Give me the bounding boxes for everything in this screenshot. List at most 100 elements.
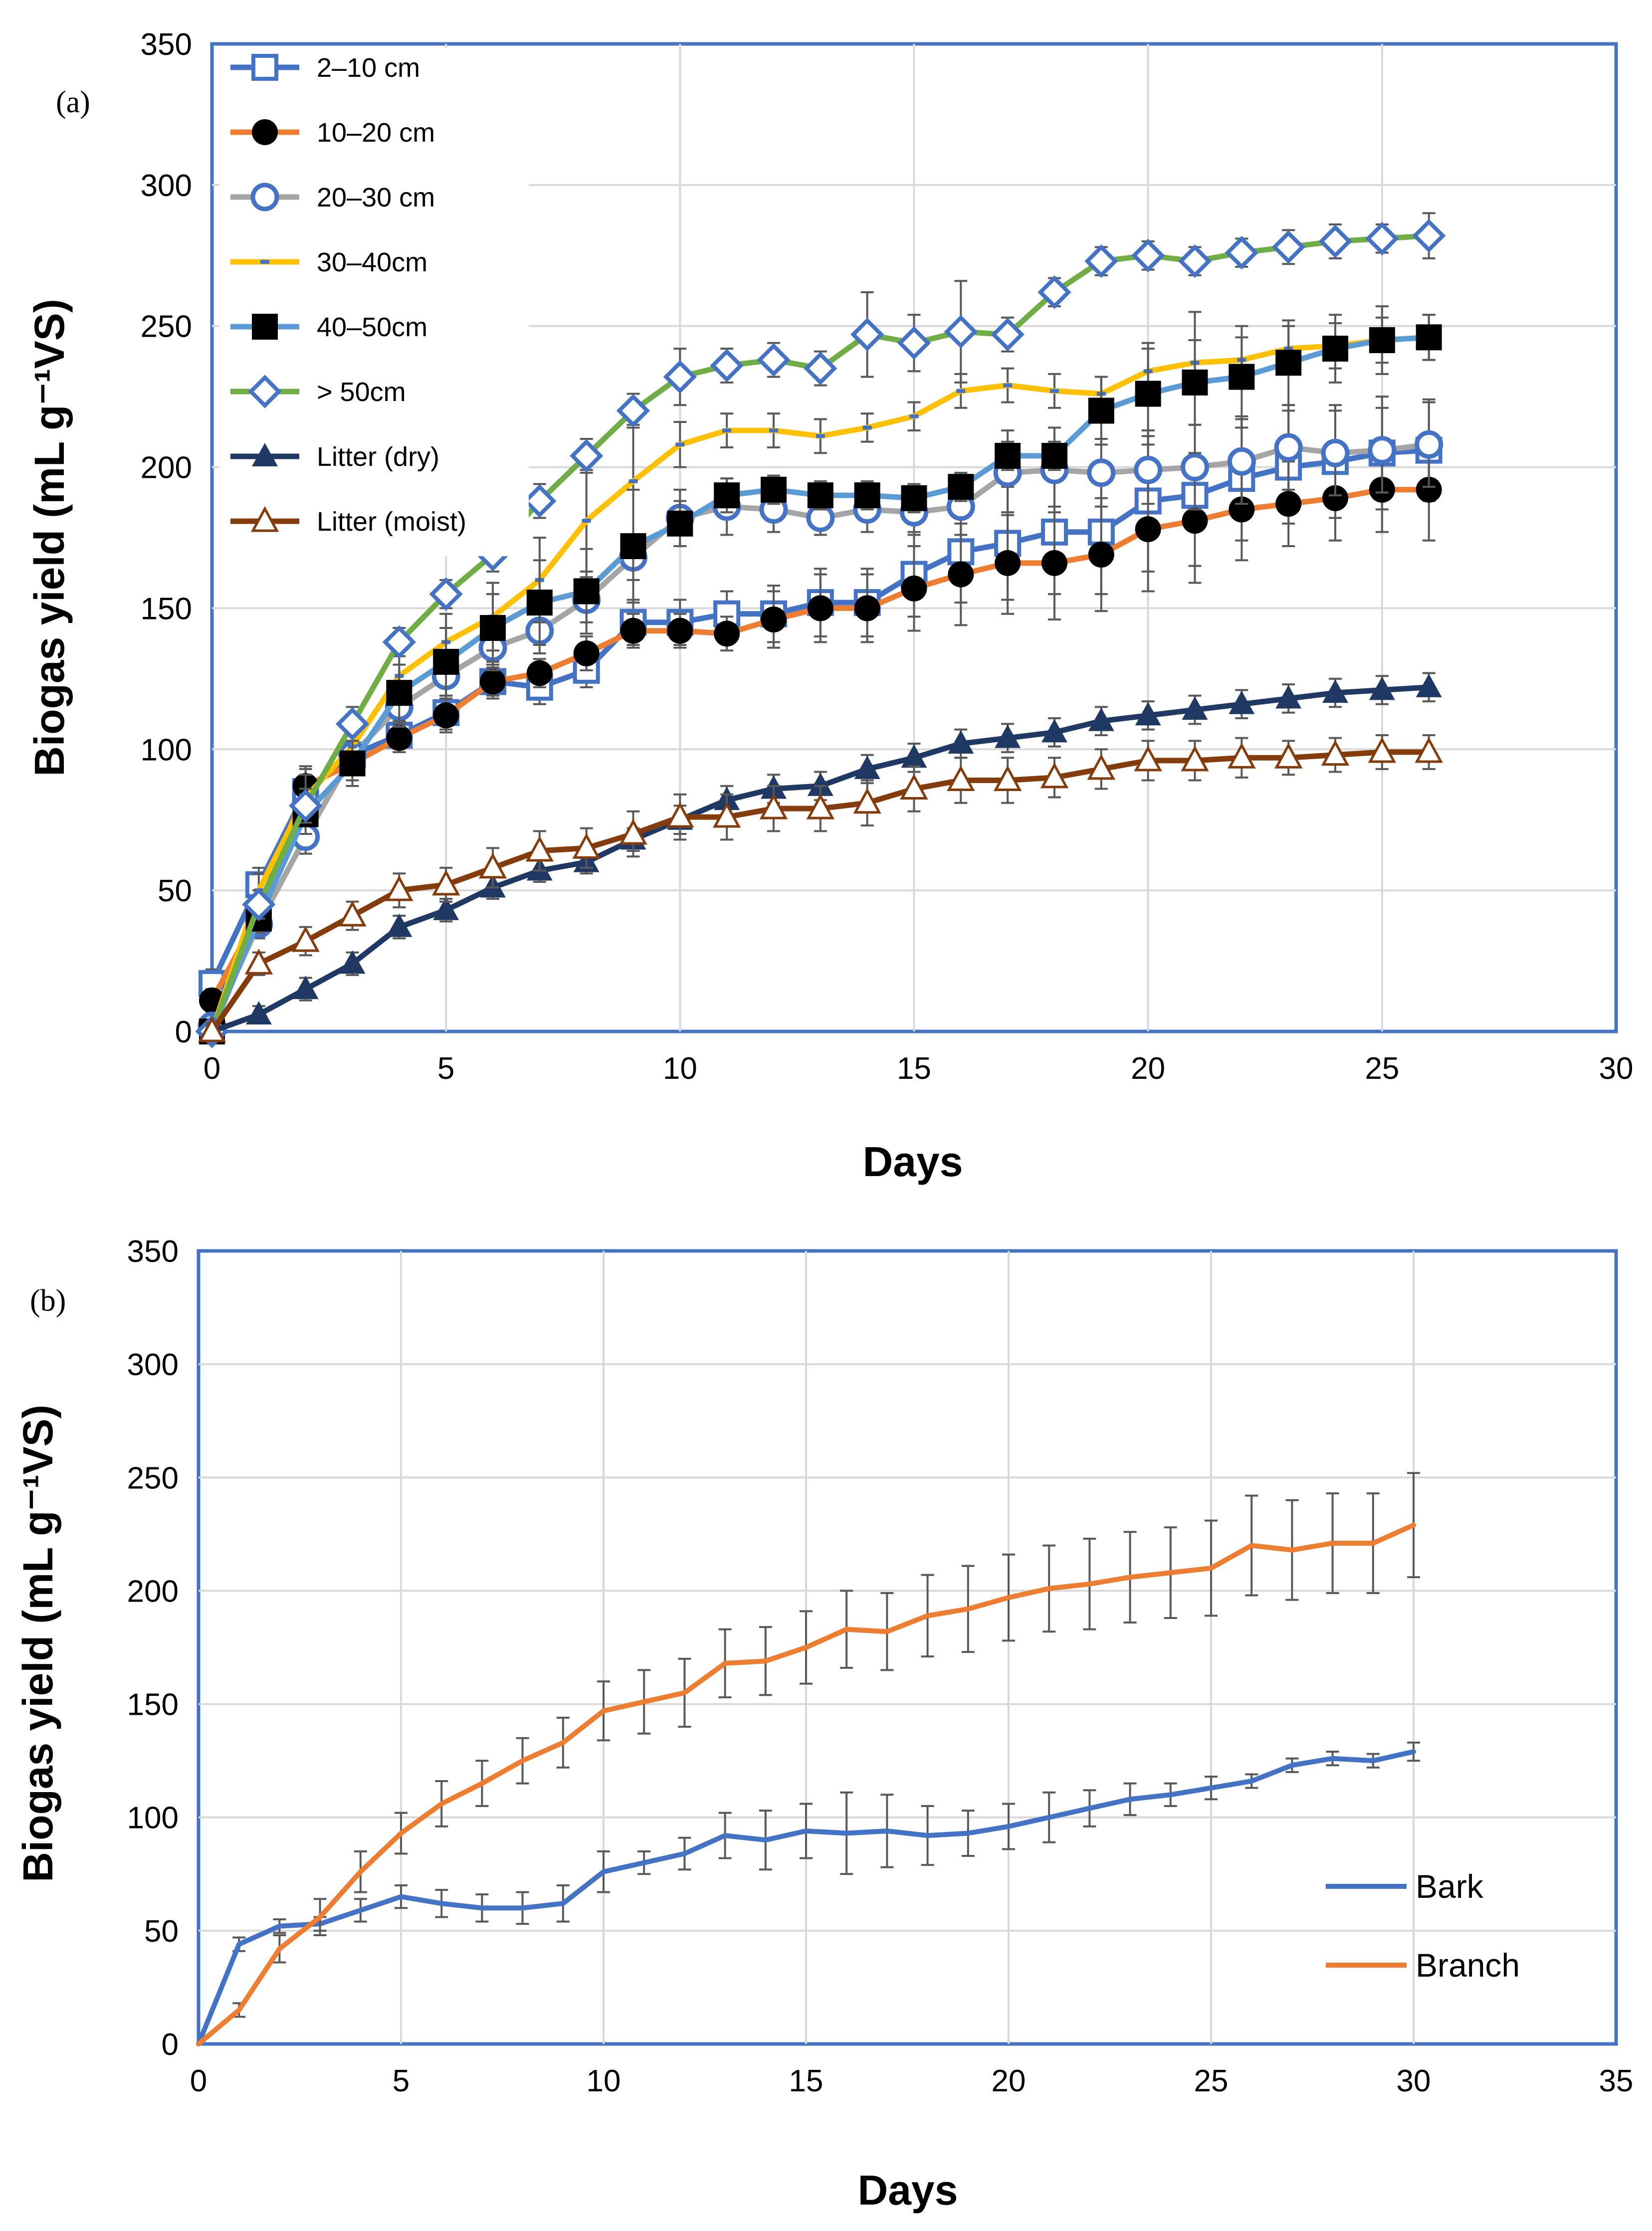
data-point — [1416, 673, 1442, 697]
x-tick-label: 25 — [1365, 1051, 1399, 1086]
data-point — [757, 343, 791, 377]
y-tick-label: 350 — [141, 27, 192, 62]
data-point — [431, 869, 460, 896]
y-tick-label: 300 — [127, 1348, 179, 1382]
data-point — [1182, 696, 1208, 720]
data-point — [1415, 737, 1443, 763]
legend-item: Branch — [1326, 1947, 1520, 1984]
data-point — [1415, 430, 1444, 459]
legend-item: 30–40cm — [230, 247, 427, 277]
legend-marker — [260, 260, 269, 264]
legend-label: 10–20 cm — [317, 118, 435, 148]
data-point — [1322, 679, 1348, 703]
data-point — [807, 772, 833, 796]
data-point — [804, 351, 837, 386]
data-point — [854, 595, 880, 621]
data-point — [386, 680, 413, 706]
y-tick-label: 350 — [127, 1234, 179, 1269]
y-tick-label: 200 — [127, 1574, 179, 1609]
data-point — [1274, 743, 1303, 769]
chart-a-panel-label: (a) — [56, 85, 90, 119]
y-tick-label: 250 — [127, 1461, 179, 1495]
legend-marker — [250, 506, 279, 532]
data-point — [1040, 762, 1069, 789]
data-point — [289, 789, 323, 823]
data-point — [995, 550, 1021, 576]
data-point — [995, 724, 1021, 748]
data-point — [616, 394, 650, 428]
data-point — [385, 875, 413, 901]
y-tick-label: 300 — [141, 169, 192, 203]
y-tick-label: 0 — [162, 2028, 179, 2062]
data-point — [573, 578, 600, 605]
chart-b-plot-area — [197, 1249, 1618, 2046]
legend-marker — [248, 375, 282, 408]
data-point — [628, 479, 638, 483]
data-point — [807, 595, 833, 621]
data-point — [901, 744, 927, 768]
data-point — [1088, 398, 1114, 424]
data-point — [339, 950, 366, 974]
data-point — [525, 835, 554, 862]
data-point — [620, 617, 646, 644]
data-point — [901, 575, 927, 602]
data-point — [667, 510, 693, 537]
data-point — [245, 1001, 272, 1025]
chart-b-legend: Bark Branch — [1326, 1868, 1520, 1984]
data-point — [1182, 508, 1208, 534]
legend-label: Litter (moist) — [317, 507, 466, 537]
legend-label: Branch — [1416, 1947, 1520, 1984]
x-tick-label: 35 — [1599, 2064, 1634, 2098]
data-point — [1041, 442, 1067, 469]
x-tick-label: 20 — [1131, 1051, 1165, 1086]
x-tick-label: 0 — [190, 2064, 207, 2098]
legend-label: 30–40cm — [317, 247, 427, 277]
chart-b-series — [196, 1472, 1420, 2046]
data-point — [1135, 381, 1161, 407]
data-point — [853, 788, 881, 814]
chart-a-series — [195, 212, 1446, 1048]
data-point — [1322, 335, 1348, 362]
data-point — [339, 750, 366, 777]
data-point — [759, 793, 788, 819]
data-point — [993, 765, 1022, 792]
data-point — [850, 318, 884, 352]
data-point — [807, 482, 833, 509]
data-point — [761, 476, 787, 503]
data-point — [1228, 743, 1256, 769]
series-bark — [196, 1741, 1420, 2046]
data-point — [1050, 389, 1059, 393]
data-point — [335, 707, 370, 741]
y-tick-label: 250 — [141, 310, 192, 344]
x-tick-label: 5 — [437, 1051, 454, 1086]
series-line — [196, 1749, 1416, 2046]
x-tick-label: 10 — [663, 1051, 697, 1086]
data-point — [1416, 476, 1442, 503]
legend-label: 2–10 cm — [317, 53, 420, 83]
data-point — [1178, 244, 1212, 278]
data-point — [897, 326, 931, 360]
data-point — [1088, 541, 1114, 568]
series-litter-moist- — [198, 734, 1443, 1042]
series--50cm — [195, 212, 1446, 1048]
data-point — [1087, 754, 1116, 780]
data-point — [1275, 685, 1302, 709]
series-40-50cm — [199, 305, 1442, 1044]
legend-marker — [252, 119, 278, 145]
data-point — [1368, 436, 1397, 465]
data-point — [862, 425, 872, 430]
data-point — [1318, 224, 1352, 258]
data-point — [1322, 485, 1348, 511]
chart-b-y-axis-title: Biogas yield (mL g⁻¹VS) — [14, 1405, 61, 1882]
data-point — [1088, 707, 1114, 731]
data-point — [1084, 244, 1118, 278]
data-point — [1365, 221, 1399, 255]
data-point — [292, 976, 319, 1000]
data-point — [480, 668, 506, 695]
data-point — [991, 318, 1025, 352]
data-point — [710, 349, 744, 383]
